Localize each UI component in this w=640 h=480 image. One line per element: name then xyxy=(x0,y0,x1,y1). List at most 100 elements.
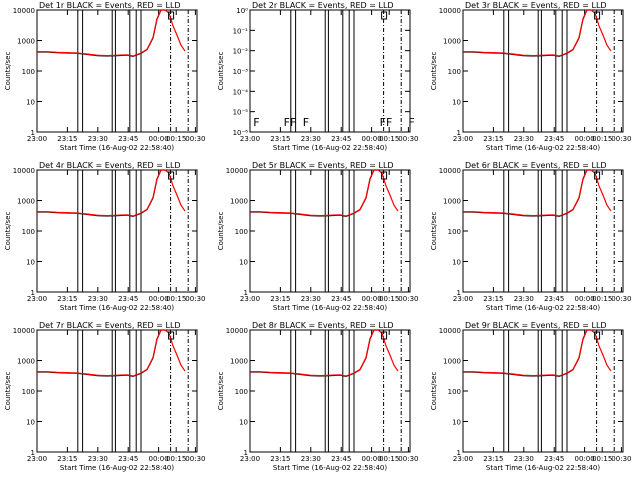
y-tick-label: 10⁻⁴ xyxy=(233,88,249,96)
x-tick-label: 00:00 xyxy=(575,295,595,303)
y-tick-label: 1 xyxy=(31,129,35,137)
plot-frame xyxy=(462,329,624,453)
y-tick-label: 100 xyxy=(235,228,248,236)
x-tick-label: 23:00 xyxy=(27,295,47,303)
x-tick-label: 23:45 xyxy=(118,135,138,143)
x-tick-label: 23:30 xyxy=(514,455,534,463)
y-tick-label: 10000 xyxy=(13,7,35,15)
x-tick-label: 00:30 xyxy=(185,455,205,463)
y-axis-label: Counts/sec xyxy=(217,52,225,91)
x-tick-label: 23:00 xyxy=(453,135,473,143)
panel-det-1: Det 1r BLACK = Events, RED = LLD Counts/s… xyxy=(4,1,205,152)
plot-frame xyxy=(36,169,198,293)
x-tick-label: 00:15 xyxy=(379,455,399,463)
flag-marker: F xyxy=(284,116,290,129)
flag-marker: F xyxy=(386,116,392,129)
y-axis-label: Counts/sec xyxy=(430,212,438,251)
x-tick-label: 00:30 xyxy=(398,135,418,143)
x-axis-label: Start Time (16-Aug-02 22:58:40) xyxy=(60,464,174,472)
y-tick-label: 1 xyxy=(244,449,248,457)
flag-marker: F xyxy=(408,116,414,129)
x-axis-label: Start Time (16-Aug-02 22:58:40) xyxy=(60,304,174,312)
y-tick-label: 10⁻² xyxy=(233,48,249,56)
y-tick-label: 10000 xyxy=(226,167,248,175)
x-tick-label: 00:15 xyxy=(166,135,186,143)
panel-title: Det 9r BLACK = Events, RED = LLD xyxy=(465,321,607,330)
interval-box-marker xyxy=(594,171,601,180)
y-tick-label: 10 xyxy=(452,99,461,107)
x-tick-label: 23:15 xyxy=(483,295,503,303)
y-tick-label: 100 xyxy=(22,68,35,76)
x-tick-label: 23:15 xyxy=(57,295,77,303)
x-tick-label: 23:15 xyxy=(270,135,290,143)
y-tick-label: 100 xyxy=(448,228,461,236)
x-tick-label: 00:15 xyxy=(166,295,186,303)
plot-frame xyxy=(249,169,411,293)
plot-frame xyxy=(36,329,198,453)
interval-box-marker xyxy=(381,171,388,180)
x-tick-label: 23:45 xyxy=(544,455,564,463)
y-axis-label: Counts/sec xyxy=(4,372,12,411)
x-tick-label: 00:15 xyxy=(379,135,399,143)
series-lld-line xyxy=(463,329,612,377)
y-tick-label: 10⁻¹ xyxy=(233,27,249,35)
interval-box-marker xyxy=(381,331,388,340)
y-tick-label: 1 xyxy=(244,289,248,297)
y-tick-label: 1000 xyxy=(443,38,461,46)
plot-frame xyxy=(249,329,411,453)
x-tick-label: 23:30 xyxy=(88,455,108,463)
y-tick-label: 10 xyxy=(26,99,35,107)
y-tick-label: 10000 xyxy=(439,7,461,15)
x-tick-label: 00:30 xyxy=(185,135,205,143)
panel-det-5: Det 5r BLACK = Events, RED = LLD Counts/s… xyxy=(217,161,418,312)
x-tick-label: 23:00 xyxy=(240,135,260,143)
interval-box-marker xyxy=(168,331,175,340)
x-axis-label: Start Time (16-Aug-02 22:58:40) xyxy=(273,464,387,472)
y-tick-label: 1 xyxy=(457,449,461,457)
x-axis-label: Start Time (16-Aug-02 22:58:40) xyxy=(486,144,600,152)
x-tick-label: 23:30 xyxy=(301,135,321,143)
x-tick-label: 23:30 xyxy=(88,135,108,143)
x-tick-label: 23:15 xyxy=(483,455,503,463)
flag-marker: F xyxy=(303,116,309,129)
panel-title: Det 4r BLACK = Events, RED = LLD xyxy=(39,161,181,170)
flag-marker: F xyxy=(253,116,259,129)
panel-title: Det 7r BLACK = Events, RED = LLD xyxy=(39,321,181,330)
y-axis-label: Counts/sec xyxy=(4,212,12,251)
y-tick-label: 10000 xyxy=(13,167,35,175)
x-tick-label: 00:30 xyxy=(398,295,418,303)
x-tick-label: 23:30 xyxy=(514,135,534,143)
x-tick-label: 23:30 xyxy=(301,455,321,463)
y-tick-label: 10 xyxy=(239,259,248,267)
flag-marker: F xyxy=(380,116,386,129)
plot-frame xyxy=(249,9,411,133)
x-tick-label: 00:15 xyxy=(166,455,186,463)
x-axis-label: Start Time (16-Aug-02 22:58:40) xyxy=(273,304,387,312)
y-tick-label: 1 xyxy=(31,449,35,457)
x-tick-label: 23:00 xyxy=(240,455,260,463)
x-tick-label: 00:00 xyxy=(362,455,382,463)
x-tick-label: 00:00 xyxy=(362,295,382,303)
y-tick-label: 10⁰ xyxy=(236,7,248,15)
x-tick-label: 23:45 xyxy=(331,295,351,303)
x-tick-label: 23:00 xyxy=(27,455,47,463)
series-lld-line xyxy=(37,329,186,377)
y-tick-label: 1000 xyxy=(17,38,35,46)
y-tick-label: 10 xyxy=(452,259,461,267)
y-tick-label: 10⁻⁵ xyxy=(233,109,249,117)
panel-det-4: Det 4r BLACK = Events, RED = LLD Counts/s… xyxy=(4,161,205,312)
y-tick-label: 100 xyxy=(235,388,248,396)
y-tick-label: 10000 xyxy=(13,327,35,335)
y-tick-label: 100 xyxy=(448,388,461,396)
x-tick-label: 23:45 xyxy=(118,455,138,463)
series-lld-line xyxy=(37,169,186,217)
plot-frame xyxy=(462,169,624,293)
panel-det-9: Det 9r BLACK = Events, RED = LLD Counts/s… xyxy=(430,321,631,472)
y-tick-label: 1000 xyxy=(17,358,35,366)
y-tick-label: 10000 xyxy=(439,327,461,335)
x-axis-label: Start Time (16-Aug-02 22:58:40) xyxy=(486,464,600,472)
y-tick-label: 10⁻⁶ xyxy=(233,129,249,137)
series-lld-line xyxy=(37,9,186,57)
y-axis-label: Counts/sec xyxy=(430,372,438,411)
x-tick-label: 23:45 xyxy=(544,135,564,143)
